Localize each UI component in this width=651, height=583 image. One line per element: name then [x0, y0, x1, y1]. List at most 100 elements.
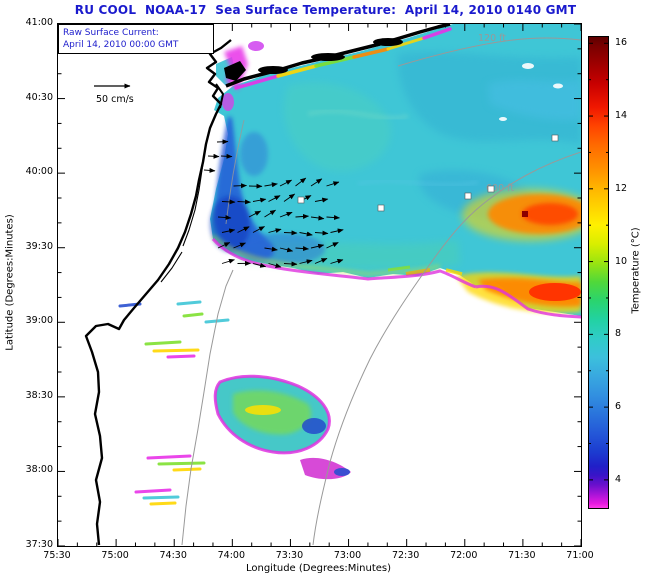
y-axis-label: Latitude (Degrees:Minutes): [4, 214, 16, 351]
current-vector-arrow: [221, 199, 236, 205]
warm-filaments: [387, 189, 581, 314]
current-vector-arrow: [203, 167, 216, 173]
contour-label-600ft: 600 ft: [486, 183, 514, 194]
y-tick-label: 41:00: [25, 17, 53, 28]
y-tick-label: 38:00: [25, 464, 53, 476]
current-vector-arrow: [248, 210, 262, 218]
y-tick-label: 40:30: [25, 91, 53, 103]
temperature-colorbar: [588, 36, 609, 509]
colorbar-tick-label: 10: [615, 255, 628, 267]
x-tick-label: 74:00: [217, 550, 246, 561]
current-vector-arrow: [264, 182, 278, 188]
coastline: [84, 24, 451, 546]
current-vector-arrow: [217, 242, 231, 249]
infobox-line1: Raw Surface Current:: [63, 28, 159, 38]
colorbar-tick-label: 14: [615, 110, 628, 122]
current-vector-arrow: [314, 258, 328, 264]
x-tick-label: 73:30: [275, 550, 304, 561]
current-vector-arrow: [326, 242, 339, 249]
current-vector-arrow: [314, 197, 329, 203]
bathymetry-contours: [181, 37, 581, 546]
current-vector-arrow: [220, 153, 233, 159]
current-vector-arrow: [233, 183, 247, 189]
current-vector-arrow: [217, 215, 232, 221]
current-vector-arrow: [295, 246, 309, 252]
current-vector-arrow: [252, 197, 267, 203]
current-vector-arrow: [283, 261, 298, 267]
x-tick-label: 71:30: [508, 550, 536, 561]
y-tick-label: 40:00: [25, 166, 53, 178]
contour-label-120ft: 120 ft: [478, 33, 506, 44]
x-tick-label: 75:00: [101, 550, 129, 561]
current-vector-arrow: [279, 247, 294, 253]
current-vector-arrow: [264, 246, 278, 252]
current-vector-arrow: [295, 213, 309, 219]
warm-core-marker: [522, 211, 528, 217]
map-plot-area: 120 ft 600 ft: [57, 23, 582, 547]
current-vector-arrow: [268, 195, 281, 202]
current-vector-arrow: [326, 181, 340, 187]
cloud-edge-streaks: [118, 300, 230, 506]
current-vector-arrow: [279, 179, 293, 187]
data-gap-marker: [297, 196, 305, 204]
current-vector-arrow: [330, 258, 344, 264]
current-vector-arrow: [207, 153, 220, 159]
data-gap-marker: [551, 134, 559, 142]
colorbar-tick-label: 12: [615, 182, 628, 194]
colorbar-gradient: [588, 36, 609, 509]
x-axis-label: Longitude (Degrees:Minutes): [245, 563, 392, 574]
colorbar-label: Temperature (°C): [630, 227, 642, 314]
current-vectors: [203, 139, 344, 268]
data-gap-marker: [464, 192, 472, 200]
current-vector-arrow: [299, 231, 313, 237]
colorbar-tick-label: 8: [615, 328, 622, 340]
current-vector-arrow: [268, 228, 282, 234]
figure-title: RU COOL NOAA-17 Sea Surface Temperature:…: [74, 3, 577, 17]
colorbar-tick-marks: [588, 42, 609, 481]
current-scale-legend: 50 cm/s: [94, 83, 134, 105]
current-vector-arrow: [283, 230, 298, 236]
current-vector-arrow: [237, 226, 250, 233]
y-tick-label: 37:30: [25, 539, 53, 550]
current-vector-arrow: [299, 259, 313, 265]
current-vector-arrow: [221, 228, 236, 234]
data-gap-marker: [377, 204, 385, 212]
x-tick-label: 74:30: [159, 550, 187, 561]
colorbar-tick-label: 6: [615, 401, 622, 413]
current-vector-arrow: [295, 177, 307, 187]
y-tick-label: 39:00: [25, 315, 53, 327]
current-vector-arrow: [252, 262, 267, 268]
current-vector-arrow: [310, 215, 325, 221]
colorbar-tick-label: 4: [615, 473, 622, 485]
cloud-edge-fringe: [211, 234, 581, 319]
surface-current-infobox: Raw Surface Current: April 14, 2010 00:00…: [58, 24, 214, 55]
x-tick-label: 73:00: [333, 550, 362, 561]
southern-sst-patch: [213, 374, 351, 480]
x-tick-label: 72:00: [450, 550, 478, 561]
current-vector-arrow: [268, 263, 282, 268]
y-tick-label: 39:30: [25, 240, 53, 252]
current-vector-arrow: [252, 226, 265, 233]
x-tick-label: 71:00: [566, 550, 594, 561]
current-vector-arrow: [264, 209, 276, 218]
current-vector-arrow: [279, 211, 293, 218]
current-vector-arrow: [233, 242, 246, 249]
current-vector-arrow: [310, 243, 325, 249]
current-vector-arrow: [237, 199, 251, 205]
current-vector-arrow: [314, 230, 329, 236]
current-vector-arrow: [326, 215, 340, 221]
current-vector-arrow: [330, 228, 344, 234]
y-tick-label: 38:30: [25, 389, 53, 401]
colorbar-tick-label: 16: [615, 37, 628, 49]
x-tick-label: 75:30: [43, 550, 71, 561]
data-gap-marker: [487, 185, 495, 193]
current-scale-label: 50 cm/s: [96, 94, 134, 105]
current-vector-arrow: [283, 193, 296, 202]
cloud-holes: [499, 63, 563, 121]
x-tick-label: 72:30: [391, 550, 420, 561]
infobox-line2: April 14, 2010 00:00 GMT: [63, 40, 179, 51]
current-vector-arrow: [221, 258, 235, 264]
data-gap-markers: [297, 134, 559, 217]
current-vector-arrow: [310, 178, 323, 187]
